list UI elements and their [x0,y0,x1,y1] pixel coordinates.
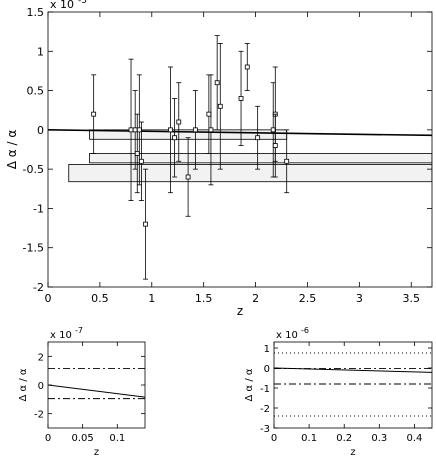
point-marker [244,64,250,70]
data-point-3 [132,90,138,170]
x-tick-label: 0 [271,433,277,444]
x-tick-label: 0.1 [301,433,317,444]
x-tick-label: 0.1 [109,433,125,444]
x-axis-label: z [350,447,355,458]
point-marker [214,80,220,86]
y-axis-label: Δ α / α [18,368,29,401]
x-tick-label: 0.5 [91,292,109,305]
point-marker [185,174,191,180]
plot-area [48,368,145,400]
x-axis-label: z [237,304,243,318]
y-tick-label: -2 [260,404,270,415]
x-tick-label: 1.5 [195,292,213,305]
series-line-1 [48,384,145,398]
data-point-12 [192,90,198,170]
y-tick-label: 1.5 [27,6,45,19]
data-point-11 [185,137,191,217]
data-point-18 [244,43,250,91]
y-axis-label: Δ α / α [244,368,255,401]
axes-frame [273,341,433,429]
y-axis-multiplier-exponent: -7 [75,326,83,335]
x-tick-label: 3 [356,292,363,305]
data-point-14 [208,74,214,186]
point-marker [284,158,290,164]
y-tick-label: 1 [264,344,270,355]
axes-frame [47,11,433,288]
y-tick-label: 0 [264,364,270,375]
x-tick-label: 0.4 [406,433,422,444]
data-point-15 [214,35,220,131]
point-marker [91,111,97,117]
y-tick-label: -1 [260,384,270,395]
y-axis-multiplier: x 10 [276,330,298,341]
y-axis-multiplier-exponent: -5 [78,0,87,6]
panel-2: 0 0.05 0.1 -2 0 2 z Δ α / α x 10 -7 [18,326,146,458]
data-point-17 [238,50,244,146]
x-tick-label: 0.2 [336,433,352,444]
trend-line [48,129,432,137]
point-marker [168,127,173,133]
x-tick-label: 0 [45,292,52,305]
y-tick-label: 0 [38,381,44,392]
y-tick-label: -1.5 [23,242,44,255]
data-point-1 [91,74,97,154]
point-marker [134,151,140,156]
point-marker [272,143,278,148]
x-tick-label: 3.5 [402,292,420,305]
data-point-16 [217,43,223,170]
x-tick-label: 0 [45,433,51,444]
x-tick-label: 2 [252,292,259,305]
data-point-9 [172,98,178,178]
plot-area [274,352,432,417]
y-axis-label: Δ α / α [5,130,19,170]
point-marker [192,127,198,133]
x-tick-label: 1 [148,292,155,305]
x-axis-label: z [94,447,99,458]
point-marker [172,135,178,141]
x-tick-label: 0.3 [371,433,387,444]
point-marker [270,127,276,133]
y-tick-label: -0.5 [23,163,44,176]
point-marker [217,103,223,109]
point-marker [136,127,142,133]
data-point-6 [138,121,144,201]
y-tick-label: 2 [38,352,44,363]
point-marker [238,96,244,101]
y-tick-label: -2 [33,281,44,294]
panel-3: 0 0.1 0.2 0.3 0.4 -3 -2 -1 0 1 z Δ α / α x 10 -6 [244,326,433,458]
data-point-22 [272,113,278,178]
shaded-box-3 [68,164,432,183]
y-axis-multiplier: x 10 [50,330,72,341]
data-point-8 [167,66,173,194]
point-marker [208,127,214,133]
point-marker [143,221,148,227]
y-tick-label: 0 [37,124,44,137]
y-tick-label: -3 [260,424,270,435]
x-tick-label: 0.05 [72,433,94,444]
data-point-10 [176,82,182,162]
point-marker [255,135,261,141]
y-axis-multiplier-exponent: -6 [301,326,309,335]
panel-1: 0 0.5 1 1.5 2 2.5 3 3.5 -2 -1.5 -1 -0.5 0 0.5 1 1.5 z Δ α… [5,0,433,318]
y-tick-label: -1 [33,202,44,215]
y-tick-label: -2 [34,410,44,421]
data-point-23 [284,129,290,194]
y-axis-multiplier: x 10 [50,0,74,11]
y-tick-label: 1 [37,45,44,58]
axes-frame [47,341,146,429]
plot-area [48,35,432,280]
y-tick-label: 0.5 [27,85,45,98]
point-marker [176,119,182,125]
point-marker [206,111,212,117]
point-marker [128,127,134,133]
x-tick-label: 2.5 [299,292,317,305]
data-point-7 [143,168,149,280]
point-marker [132,127,138,133]
point-marker [139,158,144,164]
data-point-19 [255,105,261,170]
